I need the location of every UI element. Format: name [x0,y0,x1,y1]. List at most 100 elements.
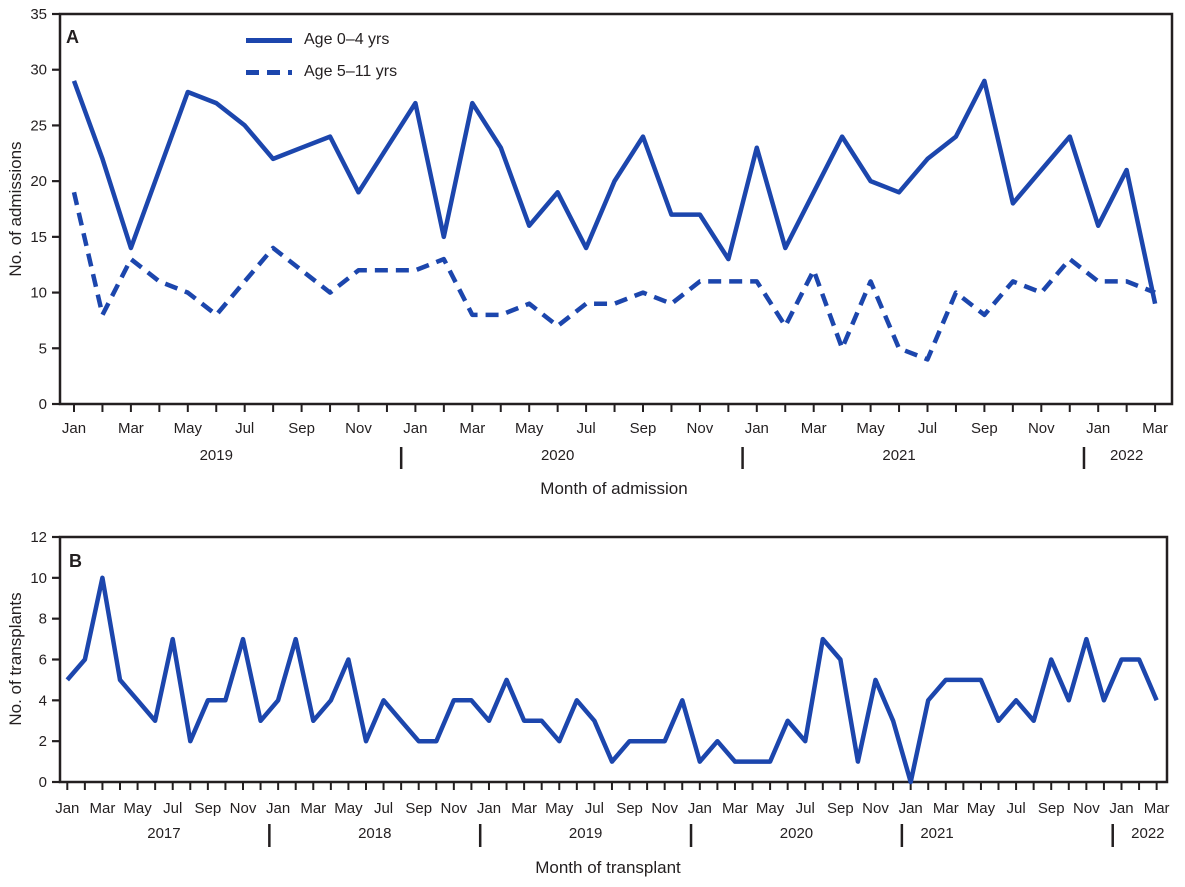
panel-a-letter: A [66,27,79,47]
month-label: Jan [477,800,501,817]
y-tick-label: 5 [39,340,47,357]
legend-item-age-5-11: Age 5–11 yrs [246,63,397,81]
y-tick-label: 0 [39,396,47,413]
plot-frame [58,535,1169,784]
panel-b-chart: 0 2 4 6 8 10 12 Jan Mar May Jul Sep Nov Jan Mar May Jul S… [30,529,1170,847]
panel-a-x-axis-title: Month of admission [540,479,688,498]
year-label: 2019 [569,825,602,842]
series-line-solid [71,78,1158,305]
month-label: May [545,800,574,817]
month-label: Jul [163,800,182,817]
month-label: May [515,420,544,437]
month-label: Mar [933,800,959,817]
month-label: Jul [918,420,937,437]
month-label: Sep [1038,800,1065,817]
month-label: Mar [90,800,116,817]
year-label: 2017 [147,825,180,842]
month-label: Jul [1006,800,1025,817]
month-label: Nov [345,420,372,437]
series-line-dashed [71,191,1156,362]
y-tick-label: 8 [39,611,47,628]
month-label: Jan [403,420,427,437]
y-axis: 0 5 10 15 20 25 30 35 [30,6,60,413]
y-axis: 0 2 4 6 8 10 12 [30,529,60,791]
month-label: Sep [288,420,315,437]
y-tick-label: 6 [39,652,47,669]
month-label: Mar [511,800,537,817]
month-label: Jul [577,420,596,437]
y-tick-label: 10 [30,285,47,302]
legend-label-age-5-11: Age 5–11 yrs [304,63,398,80]
month-label: Mar [118,420,144,437]
month-label: Jan [1109,800,1133,817]
month-label: Jan [745,420,769,437]
y-tick-label: 35 [30,6,47,23]
year-label: 2021 [920,825,953,842]
panel-b-y-axis-title: No. of transplants [6,592,25,726]
month-label: Jan [266,800,290,817]
y-tick-label: 25 [30,117,47,134]
month-label: May [856,420,885,437]
y-tick-label: 4 [39,692,47,709]
y-tick-label: 0 [39,774,47,791]
month-label: Sep [971,420,998,437]
y-tick-label: 2 [39,733,47,750]
month-label: Nov [862,800,889,817]
x-axis: Jan Mar May Jul Sep Nov Jan Mar May Jul Sep Nov Jan M… [55,782,1170,847]
month-label: May [174,420,203,437]
month-label: Sep [616,800,643,817]
month-label: Jan [55,800,79,817]
month-label: Nov [687,420,714,437]
month-label: Nov [230,800,257,817]
panel-a-chart: 0 5 10 15 20 25 30 35 Jan Mar May Jul Sep Nov Jan Mar Ma… [30,6,1174,469]
panel-b-letter: B [69,551,82,571]
month-label: Nov [651,800,678,817]
month-label: Jul [585,800,604,817]
panel-a-y-axis-title: No. of admissions [6,141,25,277]
year-label: 2020 [780,825,813,842]
month-label: Mar [722,800,748,817]
month-label: Jan [688,800,712,817]
month-label: Mar [300,800,326,817]
month-label: May [756,800,785,817]
year-label: 2021 [882,447,915,464]
month-label: Sep [195,800,222,817]
month-label: Jan [899,800,923,817]
panel-b-x-axis-title: Month of transplant [535,858,681,877]
y-tick-label: 15 [30,229,47,246]
month-label: Mar [801,420,827,437]
legend-label-age-0-4: Age 0–4 yrs [304,31,390,48]
month-label: Jan [62,420,86,437]
month-label: Mar [1144,800,1170,817]
month-label: Sep [405,800,432,817]
plot-frame [58,12,1174,406]
month-label: Sep [630,420,657,437]
dashed-line-sample-icon [246,69,292,75]
legend-item-age-0-4: Age 0–4 yrs [246,31,397,49]
month-label: May [967,800,996,817]
year-label: 2019 [200,447,233,464]
month-label: Nov [1073,800,1100,817]
year-label: 2022 [1110,447,1143,464]
legend: Age 0–4 yrs Age 5–11 yrs [246,31,397,81]
solid-line-sample-icon [246,37,292,43]
y-tick-label: 10 [30,570,47,587]
month-label: Jul [796,800,815,817]
year-label: 2022 [1131,825,1164,842]
month-label: Jul [374,800,393,817]
month-label: May [334,800,363,817]
y-tick-label: 30 [30,62,47,79]
month-label: Mar [1142,420,1168,437]
y-tick-label: 12 [30,529,47,546]
month-label: Nov [440,800,467,817]
month-label: Mar [459,420,485,437]
year-label: 2020 [541,447,574,464]
y-tick-label: 20 [30,173,47,190]
x-axis: Jan Mar May Jul Sep Nov Jan Mar May Jul Sep Nov Jan M… [62,404,1168,469]
month-label: May [123,800,152,817]
series-line-solid [65,575,1159,785]
month-label: Jul [235,420,254,437]
year-label: 2018 [358,825,391,842]
month-label: Jan [1086,420,1110,437]
